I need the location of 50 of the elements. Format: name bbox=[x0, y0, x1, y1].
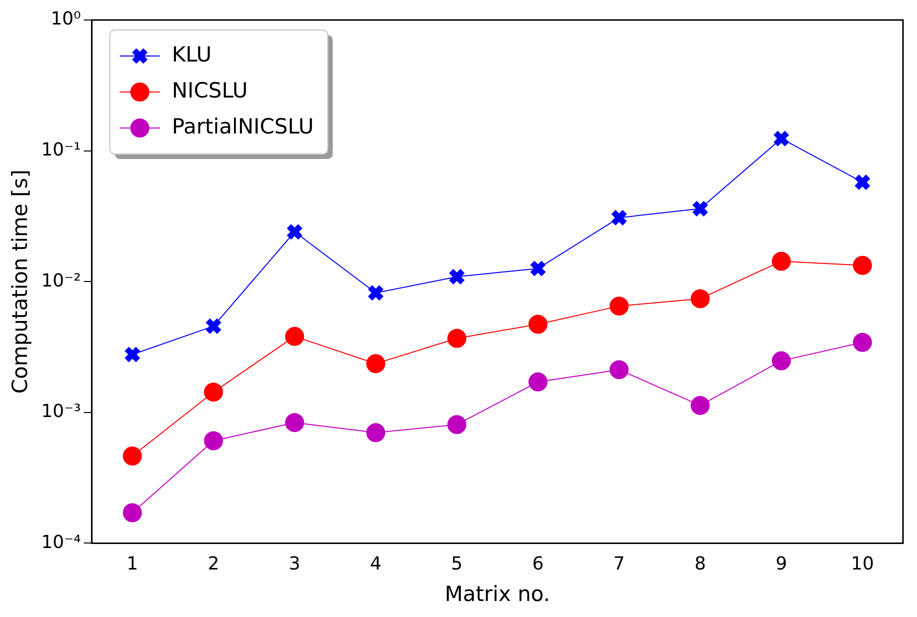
legend-label: PartialNICSLU bbox=[172, 114, 314, 138]
point bbox=[772, 130, 790, 148]
point bbox=[772, 351, 791, 370]
point bbox=[854, 174, 872, 191]
point bbox=[366, 423, 386, 442]
point bbox=[692, 200, 709, 218]
point bbox=[690, 396, 710, 415]
point bbox=[285, 326, 304, 346]
point bbox=[286, 223, 304, 241]
x-tick-label: 6 bbox=[532, 554, 544, 575]
legend-label: NICSLU bbox=[172, 78, 248, 102]
point bbox=[366, 354, 386, 374]
x-tick-label: 2 bbox=[208, 554, 220, 575]
y-tick-label: 10⁰ bbox=[50, 8, 81, 30]
x-axis-title: Matrix no. bbox=[444, 582, 550, 606]
y-tick-label: 10⁻³ bbox=[41, 401, 81, 422]
point bbox=[610, 296, 629, 316]
legend-label: KLU bbox=[172, 42, 212, 66]
point bbox=[124, 346, 142, 364]
point bbox=[852, 256, 872, 275]
point bbox=[610, 360, 629, 380]
point bbox=[122, 503, 142, 522]
point bbox=[367, 284, 384, 302]
x-tick-label: 3 bbox=[288, 554, 300, 575]
point bbox=[447, 328, 466, 348]
x-tick-label: 4 bbox=[370, 554, 382, 575]
point bbox=[690, 289, 710, 308]
x-tick-label: 10 bbox=[850, 554, 874, 575]
point bbox=[448, 268, 466, 286]
point bbox=[528, 372, 548, 392]
x-tick-label: 7 bbox=[613, 554, 625, 575]
y-axis-title: Computation time [s] bbox=[8, 170, 32, 394]
x-tick-label: 9 bbox=[776, 554, 788, 575]
x-tick-label: 1 bbox=[126, 554, 138, 575]
point bbox=[852, 332, 872, 352]
y-tick-label: 10⁻² bbox=[41, 270, 81, 292]
point bbox=[122, 446, 142, 466]
point bbox=[528, 314, 548, 334]
point bbox=[529, 260, 547, 278]
x-tick-label: 8 bbox=[694, 554, 706, 575]
x-tick-label: 5 bbox=[451, 554, 463, 575]
point bbox=[204, 431, 223, 450]
point bbox=[204, 382, 223, 402]
y-tick-label: 10⁻¹ bbox=[41, 139, 81, 160]
point bbox=[285, 413, 304, 432]
point bbox=[772, 252, 791, 271]
point bbox=[610, 209, 628, 226]
point bbox=[204, 318, 222, 335]
y-tick-label: 10⁻⁴ bbox=[41, 532, 81, 553]
point bbox=[447, 415, 466, 434]
